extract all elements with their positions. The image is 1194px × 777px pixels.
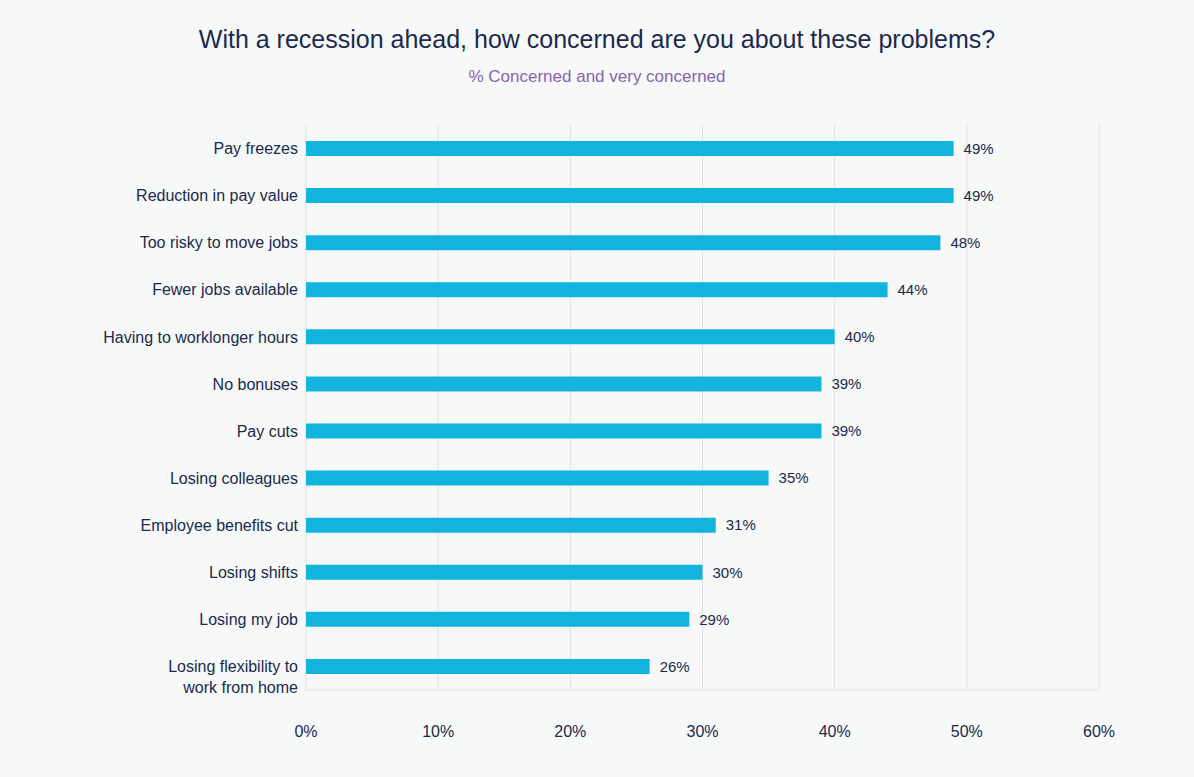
svg-text:No bonuses: No bonuses — [213, 376, 298, 393]
svg-text:39%: 39% — [831, 422, 861, 439]
svg-text:49%: 49% — [964, 140, 994, 157]
html-text:% Concerned and very concerned: % Concerned and very concerned — [468, 67, 726, 86]
svg-text:20%: 20% — [554, 723, 586, 740]
svg-text:Having to worklonger hours: Having to worklonger hours — [103, 329, 298, 346]
svg-text:40%: 40% — [845, 328, 875, 345]
svg-text:30%: 30% — [713, 564, 743, 581]
svg-text:48%: 48% — [950, 234, 980, 251]
svg-text:Losing colleagues: Losing colleagues — [170, 470, 298, 487]
svg-text:Pay cuts: Pay cuts — [237, 423, 298, 440]
svg-text:Employee benefits cut: Employee benefits cut — [141, 517, 299, 534]
svg-text:10%: 10% — [422, 723, 454, 740]
svg-text:40%: 40% — [819, 723, 851, 740]
svg-text:Losing shifts: Losing shifts — [209, 564, 298, 581]
svg-text:Fewer jobs available: Fewer jobs available — [152, 281, 298, 298]
svg-text:39%: 39% — [831, 375, 861, 392]
svg-text:50%: 50% — [951, 723, 983, 740]
svg-text:0%: 0% — [294, 723, 317, 740]
svg-text:30%: 30% — [686, 723, 718, 740]
svg-text:35%: 35% — [779, 469, 809, 486]
svg-text:31%: 31% — [726, 516, 756, 533]
svg-text:Losing flexibility towork from: Losing flexibility towork from home — [168, 658, 298, 696]
svg-text:49%: 49% — [964, 187, 994, 204]
svg-text:29%: 29% — [699, 611, 729, 628]
svg-text:60%: 60% — [1083, 723, 1115, 740]
svg-text:Too risky to move jobs: Too risky to move jobs — [140, 234, 298, 251]
html-text:With a recession ahead, how co: With a recession ahead, how concerned ar… — [198, 25, 996, 53]
svg-text:26%: 26% — [660, 658, 690, 675]
svg-text:Pay freezes: Pay freezes — [214, 140, 298, 157]
svg-text:Reduction in pay value: Reduction in pay value — [136, 187, 298, 204]
svg-text:44%: 44% — [898, 281, 928, 298]
svg-text:Losing my job: Losing my job — [199, 611, 298, 628]
